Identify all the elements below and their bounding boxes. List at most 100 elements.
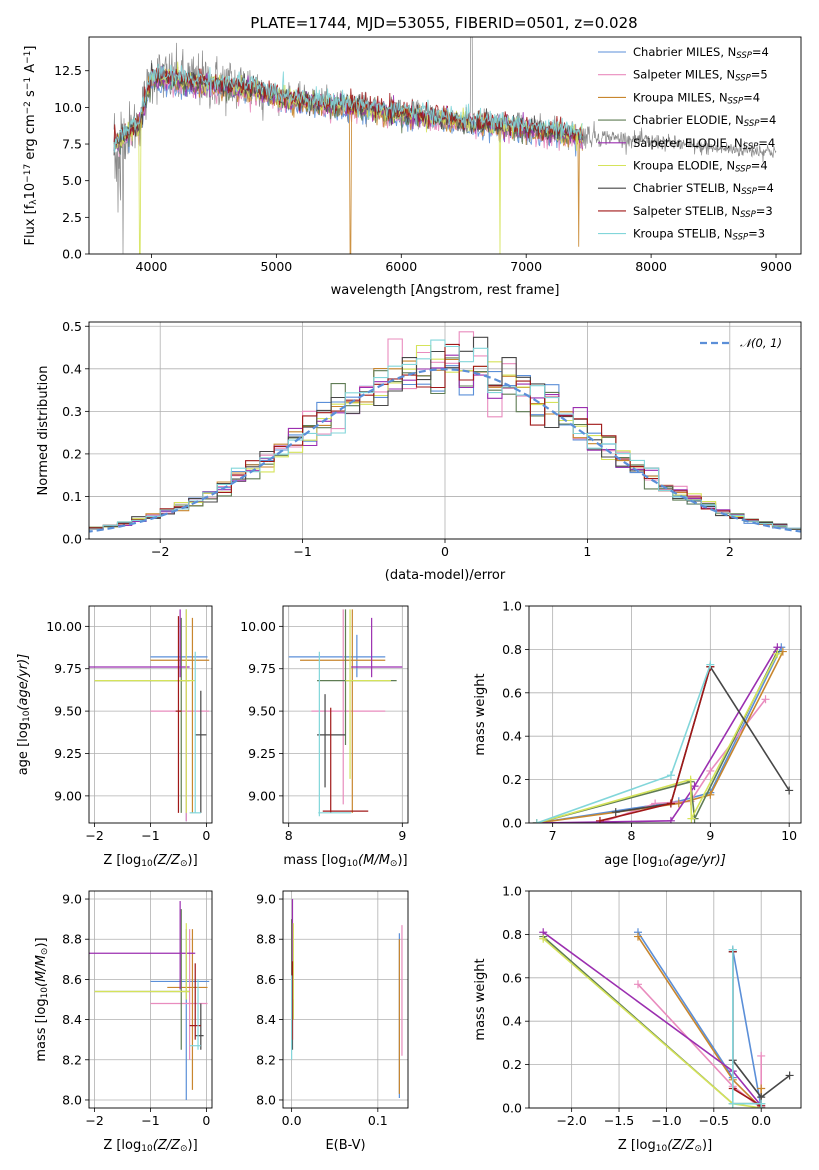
y-tick-label: 0.2 [502,1057,522,1072]
y-tick-label: 1.0 [502,599,522,614]
y-axis-label: mass weight [473,673,488,755]
x-tick-label: 9000 [760,259,792,274]
data-point-marker [690,782,699,791]
y-tick-label: 0.0 [502,816,522,831]
y-tick-label: 0.2 [502,772,522,787]
axes-frame [282,890,409,1109]
x-tick-label: 0.1 [368,1113,388,1128]
legend-label: Kroupa STELIB, NSSP=3 [633,227,765,243]
data-point-marker [728,945,737,954]
y-tick-label: 9.50 [248,704,276,719]
data-point-marker [706,660,715,669]
axes-frame [282,605,409,824]
data-point-marker [728,1099,737,1108]
x-axis-label: E(B-V) [325,1138,365,1153]
x-tick-label: −1.0 [651,1113,681,1128]
y-tick-label: 0.1 [62,489,82,504]
x-axis-label: Z [log10(Z/Z⊙)] [618,1138,712,1154]
axes-frame [528,890,802,1109]
mass-vs-metallicity-panel: −2 −1 0 8.0 8.2 8.4 8.6 8.8 9.0 Z [log10(Z/Z⊙)] ma… [34,890,213,1154]
y-tick-label: 9.50 [54,704,82,719]
y-tick-label: 0.8 [502,642,522,657]
x-tick-label: 6000 [385,259,417,274]
legend-label: Chabrier ELODIE, NSSP=4 [633,113,776,129]
residual-histogram-panel: −2 −1 0 1 2 0.0 0.1 0.2 0.3 0.4 0.5 (data-model)/er… [36,319,802,583]
data-point-marker [757,1104,766,1108]
x-axis-label: Z [log10(Z/Z⊙)] [103,853,197,869]
x-tick-label: 0.0 [751,1113,771,1128]
mass-weight-line [536,653,779,823]
x-tick-label: −2 [85,1113,103,1128]
errorbar-plot-area [288,609,403,817]
data-point-marker [706,790,715,799]
legend: Chabrier MILES, NSSP=4 Salpeter MILES, NS… [598,45,776,243]
data-point-marker [686,775,695,784]
y-tick-label: 9.25 [248,746,276,761]
age-vs-mass-panel: 8 9 9.00 9.25 9.50 9.75 10.00 mass [log10(M/M⊙)… [240,605,409,869]
data-point-marker [633,980,642,989]
data-point-marker [595,816,604,823]
mass-vs-extinction-panel: 0.0 0.1 8.0 8.2 8.4 8.6 8.8 9.0 E(B-V) [256,890,409,1153]
y-tick-label: 8.6 [256,972,276,987]
x-tick-label: 8000 [635,259,667,274]
y-tick-label: 9.0 [256,892,276,907]
x-tick-label: −1.5 [604,1113,634,1128]
y-axis-label: mass weight [473,958,488,1040]
mass-weight-line [536,646,778,823]
mass-weight-line [536,646,783,823]
normal-curve [89,368,801,533]
x-tick-label: 0 [202,1113,210,1128]
mass-weight-line [637,931,762,1108]
x-tick-label: 0.0 [282,1113,302,1128]
y-tick-label: 10.00 [240,619,276,634]
y-tick-label: 9.25 [54,746,82,761]
mass-weight-line [536,651,784,823]
y-tick-label: 8.4 [256,1012,276,1027]
x-tick-label: 0 [202,828,210,843]
x-tick-label: 7000 [510,259,542,274]
y-tick-label: 7.5 [62,137,82,152]
axes-frame [88,36,802,255]
y-tick-label: 8.8 [62,932,82,947]
y-tick-label: 8.4 [62,1012,82,1027]
y-tick-label: 0.3 [62,404,82,419]
line-plot-area [532,643,794,823]
x-axis-label: age [log10(age/yr)] [604,853,726,869]
y-tick-label: 0.4 [502,729,522,744]
x-tick-label: 8 [628,828,636,843]
x-tick-label: 10 [781,828,797,843]
y-tick-label: 9.00 [248,788,276,803]
x-tick-label: 8 [285,828,293,843]
y-tick-label: 0.6 [502,685,522,700]
y-tick-label: 8.6 [62,972,82,987]
data-point-marker [666,799,675,808]
legend-label: Chabrier STELIB, NSSP=4 [633,181,774,197]
spectrum-panel: 4000 5000 6000 7000 8000 9000 0.0 2.5 5.0 7.5 10.0… [23,36,802,298]
axes-frame [528,605,802,824]
y-tick-label: 2.5 [62,210,82,225]
data-point-marker [687,814,696,823]
spectrum-plot-area [113,37,777,254]
x-tick-label: −1 [293,544,311,559]
x-tick-label: 5000 [260,259,292,274]
y-tick-label: 0.8 [502,927,522,942]
y-tick-label: 9.00 [54,788,82,803]
data-point-marker [666,816,675,823]
data-point-marker [666,771,675,780]
errorbar-plot-area [291,899,403,1098]
y-tick-label: 8.2 [62,1052,82,1067]
x-axis-label: mass [log10(M/M⊙)] [283,853,407,869]
y-tick-label: 10.00 [46,619,82,634]
x-axis-label: Z [log10(Z/Z⊙)] [103,1138,197,1154]
legend-label: Kroupa ELODIE, NSSP=4 [633,159,768,175]
y-axis-label: Flux [fλ10−17 erg cm−2 s−1 A−1] [23,46,39,246]
legend-label: Kroupa MILES, NSSP=4 [633,90,760,106]
mass-weight-vs-age-panel: 7 8 9 10 0.0 0.2 0.4 0.6 0.8 1.0 age [log10(age/yr… [473,599,802,869]
y-tick-label: 9.75 [54,661,82,676]
x-tick-label: −0.5 [699,1113,729,1128]
y-tick-label: 0.0 [62,247,82,262]
x-tick-label: −2 [85,828,103,843]
data-point-marker [532,819,541,823]
legend-label: Salpeter STELIB, NSSP=3 [633,204,773,220]
